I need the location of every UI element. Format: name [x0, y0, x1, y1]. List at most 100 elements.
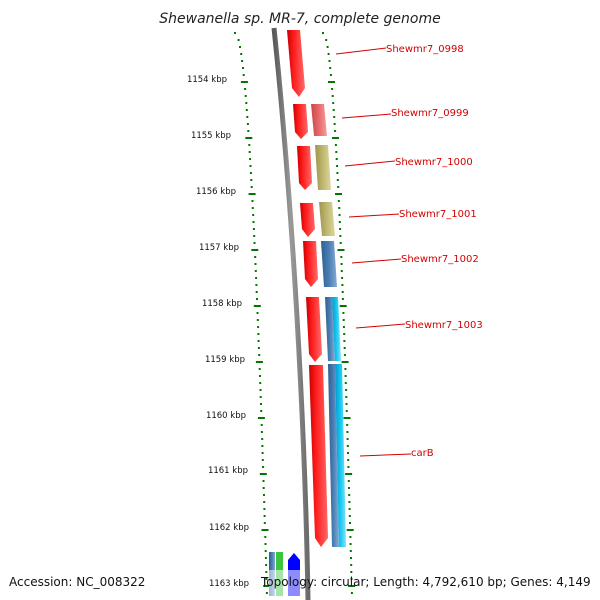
- minor-tick: [254, 256, 257, 258]
- major-tick: [341, 361, 349, 363]
- genome-title: Shewanella sp. MR-7, complete genome: [159, 11, 440, 27]
- minor-tick: [337, 186, 340, 188]
- minor-tick: [340, 263, 343, 265]
- minor-tick: [265, 592, 268, 594]
- major-tick: [335, 193, 342, 195]
- minor-tick: [256, 298, 258, 300]
- minor-tick: [342, 326, 345, 328]
- minor-tick: [255, 291, 258, 293]
- leader-line: [359, 453, 412, 457]
- minor-tick: [261, 459, 264, 461]
- gene-label-shewmr7-1003[interactable]: Shewmr7_1003: [405, 320, 483, 331]
- function-block-1002: [321, 241, 337, 287]
- minor-tick: [346, 424, 349, 426]
- gene-shewmr7-1001[interactable]: [300, 203, 315, 237]
- major-tick: [255, 361, 263, 363]
- gene-shewmr7-0998[interactable]: [287, 30, 305, 97]
- gene-label-shewmr7-0998[interactable]: Shewmr7_0998: [386, 44, 464, 55]
- minor-tick: [256, 319, 259, 321]
- minor-tick: [340, 270, 343, 272]
- leader-line: [341, 113, 392, 119]
- major-tick: [253, 305, 261, 307]
- function-block-1000: [315, 145, 331, 190]
- minor-tick: [261, 445, 264, 447]
- gene-shewmr7-1003[interactable]: [306, 297, 322, 362]
- minor-tick: [252, 214, 255, 216]
- minor-tick: [338, 214, 341, 216]
- gene-label-shewmr7-0999[interactable]: Shewmr7_0999: [391, 108, 469, 119]
- minor-tick: [334, 130, 337, 132]
- gene-shewmr7-1000[interactable]: [297, 146, 312, 190]
- minor-tick: [264, 550, 267, 552]
- major-tick: [345, 473, 353, 475]
- gene-label-shewmr7-1002[interactable]: Shewmr7_1002: [401, 254, 479, 265]
- genome-backbone: [271, 27, 311, 600]
- minor-tick: [341, 277, 344, 279]
- minor-tick: [341, 291, 344, 293]
- minor-tick: [346, 431, 349, 433]
- minor-tick: [326, 46, 329, 48]
- minor-tick: [331, 88, 334, 90]
- minor-tick: [348, 515, 351, 517]
- minor-tick: [242, 67, 244, 69]
- minor-tick: [327, 53, 330, 55]
- kbp-label: 1156 kbp: [196, 187, 236, 197]
- minor-tick: [336, 179, 339, 181]
- major-tick: [257, 417, 265, 419]
- left-tick-ruler: [234, 32, 271, 594]
- gene-label-shewmr7-1001[interactable]: Shewmr7_1001: [399, 209, 477, 220]
- kbp-axis-labels: 1154 kbp 1155 kbp 1156 kbp 1157 kbp 1158…: [187, 75, 249, 589]
- gene-label-group: Shewmr7_0998 Shewmr7_0999 Shewmr7_1000 S…: [335, 44, 483, 459]
- minor-tick: [259, 396, 262, 398]
- kbp-label: 1157 kbp: [199, 243, 239, 253]
- accession-text: Accession: NC_008322: [9, 575, 145, 589]
- major-tick: [263, 585, 271, 587]
- gene-shewmr7-0999[interactable]: [293, 104, 308, 139]
- minor-tick: [241, 60, 244, 62]
- minor-tick: [249, 172, 252, 174]
- gene-shewmr7-1002[interactable]: [303, 241, 318, 287]
- kbp-label: 1163 kbp: [209, 579, 249, 589]
- major-tick: [332, 137, 339, 139]
- major-tick: [248, 193, 256, 195]
- minor-tick: [350, 592, 353, 594]
- minor-tick: [336, 172, 339, 174]
- kbp-label: 1162 kbp: [209, 523, 249, 533]
- minor-tick: [343, 354, 346, 356]
- minor-tick: [244, 95, 247, 97]
- minor-tick: [259, 375, 261, 377]
- minor-tick: [244, 88, 247, 90]
- minor-tick: [257, 340, 260, 342]
- minor-tick: [343, 333, 346, 335]
- minor-tick: [332, 109, 335, 111]
- minor-tick: [249, 158, 252, 160]
- minor-tick: [350, 557, 352, 559]
- minor-tick: [342, 319, 345, 321]
- minor-tick: [263, 508, 266, 510]
- minor-tick: [252, 228, 255, 230]
- minor-tick: [344, 368, 347, 370]
- minor-tick: [257, 326, 260, 328]
- major-tick: [240, 81, 248, 83]
- minor-tick: [245, 109, 248, 111]
- gene-label-carb[interactable]: carB: [411, 448, 434, 459]
- minor-tick: [263, 515, 266, 517]
- minor-tick: [347, 452, 349, 454]
- minor-tick: [237, 39, 240, 41]
- minor-tick: [349, 550, 352, 552]
- minor-tick: [337, 200, 340, 202]
- kbp-label: 1161 kbp: [208, 466, 248, 476]
- minor-tick: [262, 487, 265, 489]
- minor-tick: [254, 270, 257, 272]
- function-block-carb-cyan: [335, 364, 346, 547]
- gene-label-shewmr7-1000[interactable]: Shewmr7_1000: [395, 157, 473, 168]
- minor-tick: [349, 543, 352, 545]
- leader-line: [344, 160, 396, 167]
- bottom-partial-genes: [269, 552, 300, 596]
- major-tick: [261, 529, 269, 531]
- minor-tick: [322, 32, 324, 34]
- minor-tick: [258, 368, 261, 370]
- gene-carb[interactable]: [309, 365, 328, 547]
- minor-tick: [263, 501, 266, 503]
- minor-tick: [347, 459, 350, 461]
